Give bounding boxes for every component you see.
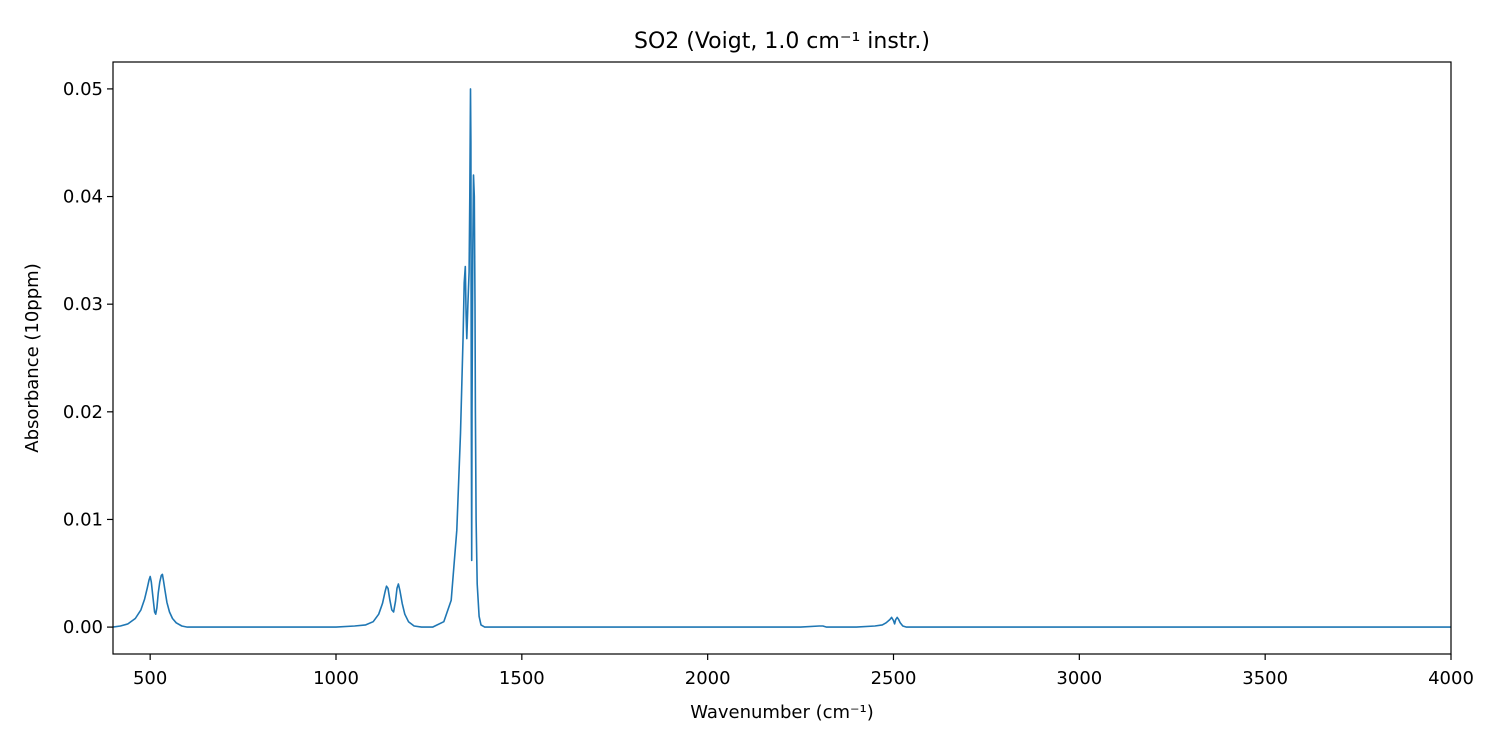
y-tick-label: 0.00 [63, 617, 103, 638]
x-axis-ticks: 500 1000 1500 2000 2500 3000 3500 4000 [133, 654, 1474, 689]
x-tick-label: 1000 [313, 668, 359, 689]
x-tick-label: 3000 [1056, 668, 1102, 689]
x-tick-label: 500 [133, 668, 167, 689]
series-line [112, 88, 1451, 628]
y-tick-label: 0.03 [63, 294, 103, 315]
y-axis-ticks: 0.00 0.01 0.02 0.03 0.04 0.05 [63, 79, 113, 638]
y-axis-title: Absorbance (10ppm) [22, 263, 43, 452]
y-tick-label: 0.01 [63, 509, 103, 530]
x-tick-label: 2000 [685, 668, 731, 689]
plot-frame [112, 61, 1452, 655]
x-tick-label: 2500 [871, 668, 917, 689]
x-tick-label: 1500 [499, 668, 545, 689]
x-tick-label: 4000 [1428, 668, 1474, 689]
y-tick-label: 0.02 [63, 402, 103, 423]
x-tick-label: 3500 [1242, 668, 1288, 689]
series-group [112, 88, 1451, 628]
y-tick-label: 0.05 [63, 79, 103, 100]
x-axis-title: Wavenumber (cm⁻¹) [690, 702, 874, 723]
chart-title: SO2 (Voigt, 1.0 cm⁻¹ instr.) [634, 29, 930, 54]
y-tick-label: 0.04 [63, 187, 103, 208]
